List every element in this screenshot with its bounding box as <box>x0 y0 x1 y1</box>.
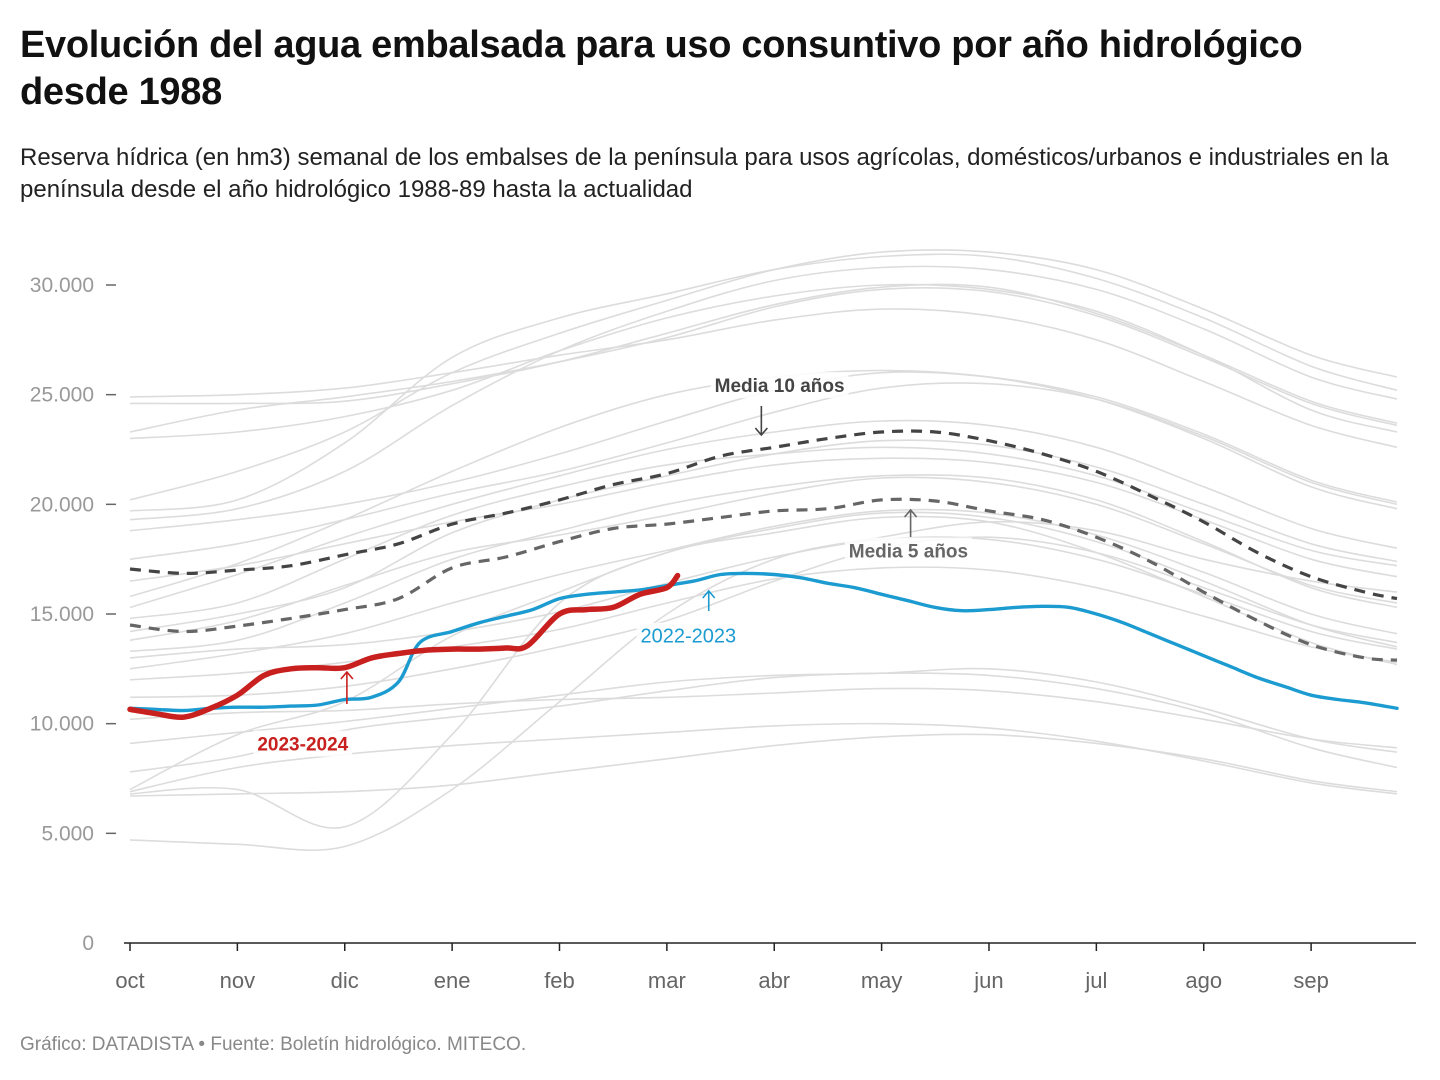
background-year-line <box>129 249 1398 501</box>
background-year-line <box>129 672 1398 773</box>
background-year-line <box>129 308 1398 449</box>
x-tick-label: mar <box>648 968 686 993</box>
background-year-line <box>129 476 1398 642</box>
background-year-line <box>129 446 1398 620</box>
series-line-media-10-a-os <box>129 429 1398 601</box>
background-years <box>129 249 1398 852</box>
series-line-2023-2024 <box>127 572 681 721</box>
y-axis: 0 5.000 10.000 15.000 20.000 25.000 30.000 <box>30 274 116 955</box>
background-year-line <box>129 265 1398 521</box>
annotation-background <box>710 372 849 399</box>
y-tick-label: 10.000 <box>30 713 94 736</box>
background-year-line <box>129 733 1398 797</box>
annotation-background <box>636 622 741 649</box>
background-year-line <box>129 511 1398 791</box>
background-year-line <box>129 287 1398 433</box>
background-year-line <box>129 520 1398 852</box>
background-year-line <box>129 419 1398 609</box>
highlight-series <box>127 429 1399 721</box>
background-year-line <box>129 515 1398 829</box>
background-year-line <box>129 508 1398 670</box>
x-tick-label: nov <box>220 968 255 993</box>
background-year-line <box>129 536 1398 659</box>
annotations: Media 10 años Media 5 años 2022-2023 2023-2… <box>253 372 973 757</box>
background-year-line <box>129 474 1398 653</box>
background-year-line <box>129 382 1398 560</box>
y-tick-label: 5.000 <box>41 822 94 845</box>
annotation-label: 2022-2023 <box>641 626 737 648</box>
x-tick-label: feb <box>544 968 575 993</box>
background-year-line <box>129 283 1398 440</box>
y-tick-label: 25.000 <box>30 384 94 407</box>
annotation-arrowhead <box>702 589 716 599</box>
x-tick-label: oct <box>115 968 144 993</box>
x-tick-label: ago <box>1185 968 1222 993</box>
background-year-line <box>129 283 1398 424</box>
x-axis: oct nov dic ene feb mar abr may jun jul ago sep <box>115 942 1416 993</box>
background-year-line <box>129 566 1398 681</box>
annotation-label: Media 5 años <box>849 542 968 563</box>
annotation-label: 2023-2024 <box>257 735 348 756</box>
x-tick-label: ene <box>434 968 471 993</box>
annotation-arrowhead <box>340 670 354 680</box>
background-year-line <box>129 457 1398 582</box>
series-line-media-5-a-os <box>129 497 1398 662</box>
y-tick-label: 20.000 <box>30 493 94 516</box>
chart-subtitle: Reserva hídrica (en hm3) semanal de los … <box>20 144 1389 203</box>
y-tick-label: 15.000 <box>30 603 94 626</box>
series-line-2022-2023 <box>128 571 1399 713</box>
background-year-line <box>129 439 1398 633</box>
x-tick-label: abr <box>758 968 790 993</box>
annotation-arrowhead <box>754 427 768 437</box>
annotation-background <box>253 730 353 757</box>
source-footer: Gráfico: DATADISTA • Fuente: Boletín hid… <box>20 1034 527 1055</box>
x-tick-label: jul <box>1084 968 1107 993</box>
x-tick-label: dic <box>331 968 359 993</box>
y-tick-label: 30.000 <box>30 274 94 297</box>
annotation-arrowhead <box>903 508 918 518</box>
x-tick-label: jun <box>973 968 1003 993</box>
annotation-background <box>844 537 973 564</box>
background-year-line <box>129 687 1398 749</box>
background-year-line <box>129 536 1398 699</box>
x-tick-label: may <box>861 968 903 993</box>
x-tick-label: sep <box>1293 968 1328 993</box>
y-tick-label: 0 <box>82 932 94 955</box>
chart-title: Evolución del agua embalsada para uso co… <box>20 24 1303 113</box>
background-year-line <box>129 667 1398 753</box>
annotation-label: Media 10 años <box>715 376 845 397</box>
